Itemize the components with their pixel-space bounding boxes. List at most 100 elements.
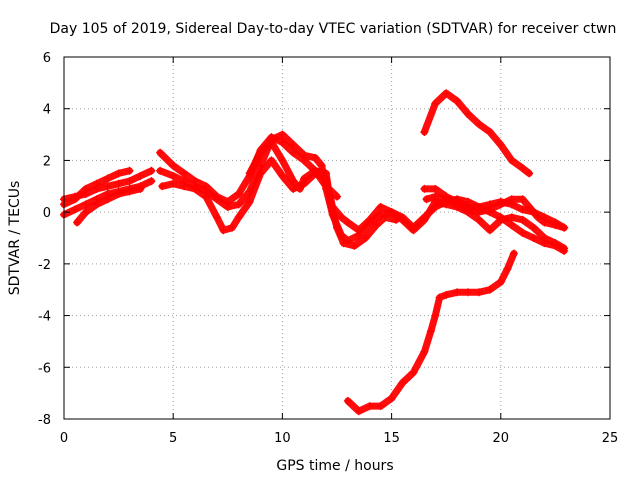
data-point-marker: [551, 241, 560, 250]
data-point-marker: [267, 138, 276, 147]
data-series: [60, 89, 569, 416]
data-point-marker: [256, 169, 265, 178]
data-point-marker: [295, 184, 304, 193]
data-point-marker: [245, 169, 254, 178]
data-point-marker: [398, 378, 407, 387]
data-point-marker: [560, 246, 569, 255]
data-point-marker: [453, 96, 462, 105]
series-arc-2: [60, 166, 156, 204]
data-point-marker: [300, 151, 309, 160]
data-point-marker: [551, 221, 560, 230]
data-point-marker: [387, 394, 396, 403]
y-tick-label: 0: [43, 206, 51, 221]
data-point-marker: [442, 290, 451, 299]
y-axis-label: SDTVAR / TECUs: [7, 181, 23, 296]
data-point-marker: [485, 285, 494, 294]
data-point-marker: [339, 239, 348, 248]
plot-frame: [63, 56, 611, 420]
data-point-marker: [485, 226, 494, 235]
data-point-marker: [125, 177, 134, 186]
data-point-marker: [333, 223, 341, 232]
data-point-marker: [420, 213, 429, 222]
data-point-marker: [103, 182, 112, 191]
data-point-marker: [278, 130, 287, 139]
data-point-marker: [464, 205, 473, 214]
data-point-marker: [474, 120, 483, 129]
data-point-marker: [485, 205, 494, 214]
data-point-marker: [180, 169, 189, 178]
data-point-marker: [158, 182, 167, 191]
data-point-marker: [529, 223, 538, 232]
y-tick-label: -4: [38, 310, 51, 325]
data-point-marker: [507, 221, 516, 230]
y-tick-label: 4: [43, 103, 51, 118]
series-arc-11: [420, 89, 534, 178]
data-point-marker: [234, 190, 243, 199]
series-arc-8: [245, 138, 400, 250]
data-point-marker: [103, 195, 112, 204]
y-tick-label: -6: [38, 361, 51, 376]
data-point-marker: [92, 184, 101, 193]
data-point-marker: [381, 213, 390, 222]
data-point-marker: [431, 99, 440, 108]
data-point-marker: [256, 148, 265, 157]
data-point-marker: [81, 190, 90, 199]
data-point-marker: [212, 195, 221, 204]
x-tick-label: 0: [60, 431, 68, 446]
data-point-marker: [529, 234, 538, 242]
data-point-marker: [507, 156, 516, 165]
data-point-marker: [426, 327, 435, 336]
data-point-marker: [289, 177, 298, 186]
data-point-marker: [169, 179, 178, 188]
data-point-marker: [485, 127, 494, 136]
data-point-marker: [278, 156, 287, 165]
data-point-marker: [156, 166, 165, 175]
data-point-marker: [73, 218, 82, 227]
data-point-marker: [326, 197, 335, 206]
y-tick-label: -8: [38, 413, 51, 428]
data-point-marker: [431, 311, 440, 320]
data-point-marker: [525, 169, 534, 178]
data-point-marker: [70, 205, 79, 214]
data-point-marker: [136, 171, 145, 180]
data-point-marker: [496, 213, 505, 222]
data-point-marker: [496, 277, 505, 286]
y-tick-label: 6: [43, 51, 51, 66]
data-point-marker: [114, 190, 123, 199]
series-band: [156, 131, 568, 252]
data-point-marker: [391, 215, 400, 224]
data-point-marker: [169, 161, 178, 170]
data-point-marker: [103, 174, 112, 183]
data-point-marker: [518, 228, 527, 237]
x-tick-label: 5: [169, 431, 177, 446]
data-point-marker: [518, 215, 527, 224]
series-band: [158, 156, 568, 255]
series-arc-10: [422, 192, 569, 232]
data-point-marker: [125, 166, 134, 175]
data-point-marker: [474, 208, 483, 217]
y-tick-labels: -8 -6 -4 -2 0 2 4 6: [38, 51, 51, 428]
data-point-marker: [387, 208, 396, 217]
data-point-marker: [420, 127, 429, 136]
x-tick-label: 15: [383, 431, 400, 446]
data-point-marker: [219, 226, 228, 235]
data-point-marker: [322, 169, 331, 178]
data-point-marker: [212, 213, 221, 222]
data-point-marker: [114, 169, 123, 178]
data-point-marker: [560, 223, 569, 232]
data-point-marker: [70, 192, 79, 201]
data-point-marker: [376, 202, 385, 211]
data-point-marker: [81, 200, 90, 209]
data-point-marker: [201, 192, 210, 201]
data-point-marker: [503, 265, 512, 274]
data-point-marker: [518, 205, 527, 214]
data-point-marker: [431, 192, 440, 201]
x-tick-label: 10: [274, 431, 291, 446]
data-point-marker: [92, 200, 101, 209]
data-point-marker: [376, 402, 385, 411]
data-point-marker: [354, 226, 363, 235]
data-point-marker: [431, 202, 440, 211]
data-point-marker: [474, 215, 483, 224]
data-point-marker: [422, 195, 431, 204]
